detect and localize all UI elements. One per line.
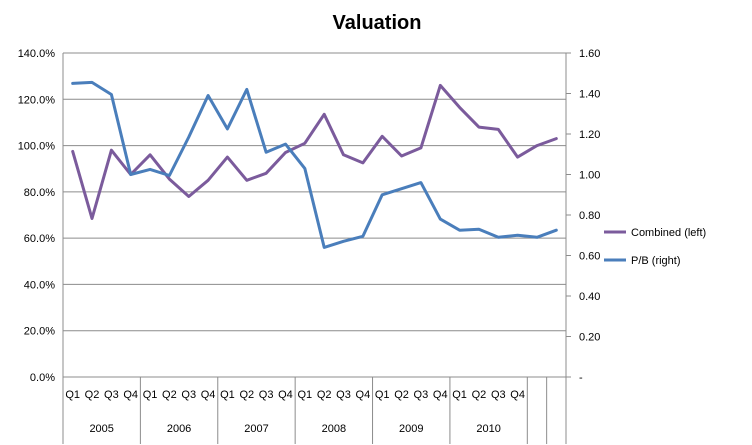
left-tick-label: 80.0% <box>24 187 55 199</box>
legend-entry: Combined (left) <box>631 227 706 239</box>
axes <box>62 53 567 378</box>
right-tick-label: 0.60 <box>579 251 600 263</box>
right-tick-label: 0.20 <box>579 332 600 344</box>
category-label: Q2 <box>239 389 254 401</box>
category-label: Q4 <box>278 389 293 401</box>
category-label: Q2 <box>472 389 487 401</box>
left-tick-label: 20.0% <box>24 326 55 338</box>
category-label: Q4 <box>356 389 371 401</box>
category-label: Q4 <box>201 389 216 401</box>
right-tick-label: 1.20 <box>579 129 600 141</box>
right-tick-label: 1.40 <box>579 89 600 101</box>
category-label: Q1 <box>297 389 312 401</box>
left-tick-label: 40.0% <box>24 279 55 291</box>
right-tick-label: 0.80 <box>579 210 600 222</box>
group-label: 2009 <box>399 423 423 435</box>
category-label: Q2 <box>317 389 332 401</box>
category-label: Q1 <box>143 389 158 401</box>
category-label: Q3 <box>336 389 351 401</box>
category-label: Q2 <box>162 389 177 401</box>
category-label: Q4 <box>510 389 525 401</box>
category-label: Q1 <box>452 389 467 401</box>
group-label: 2005 <box>89 423 113 435</box>
right-tick-label: 1.00 <box>579 170 600 182</box>
category-label: Q2 <box>394 389 409 401</box>
left-tick-label: 140.0% <box>18 48 56 60</box>
left-axis-ticks: 0.0% 20.0% 40.0% 60.0% 80.0% 100.0% 120.0% 140.… <box>18 48 56 384</box>
category-label: Q2 <box>85 389 100 401</box>
series-line-combined-left <box>71 83 558 220</box>
category-label: Q4 <box>123 389 138 401</box>
right-tick-label: 1.60 <box>579 48 600 60</box>
category-label: Q1 <box>65 389 80 401</box>
group-label: 2007 <box>244 423 268 435</box>
series-lines <box>71 80 558 249</box>
right-axis-ticks: - 0.20 0.40 0.60 0.80 1.00 1.20 1.40 1.60 <box>566 48 600 384</box>
right-tick-label: 0.40 <box>579 291 600 303</box>
category-label: Q3 <box>259 389 274 401</box>
chart-title: Valuation <box>333 12 422 34</box>
category-label: Q3 <box>181 389 196 401</box>
category-label: Q1 <box>375 389 390 401</box>
group-label: 2006 <box>167 423 191 435</box>
x-axis-categories: Q1 Q2 Q3 Q4 Q1 Q2 Q3 Q4 Q1 Q2 Q3 Q4 Q1 Q2 Q3 Q4 Q1 Q2 Q3 Q4… <box>62 377 567 444</box>
category-label: Q1 <box>220 389 235 401</box>
category-label: Q3 <box>414 389 429 401</box>
left-tick-label: 0.0% <box>30 372 55 384</box>
group-label: 2008 <box>322 423 346 435</box>
left-tick-label: 100.0% <box>18 141 56 153</box>
left-tick-label: 60.0% <box>24 233 55 245</box>
legend-entry: P/B (right) <box>631 255 681 267</box>
gridlines <box>63 52 566 378</box>
group-label: 2010 <box>476 423 500 435</box>
category-label: Q4 <box>433 389 448 401</box>
legend: Combined (left) P/B (right) <box>604 227 706 267</box>
category-label: Q3 <box>491 389 506 401</box>
left-tick-label: 120.0% <box>18 94 56 106</box>
category-label: Q3 <box>104 389 119 401</box>
series-line-p-b-right <box>71 80 558 249</box>
right-tick-label: - <box>579 372 583 384</box>
